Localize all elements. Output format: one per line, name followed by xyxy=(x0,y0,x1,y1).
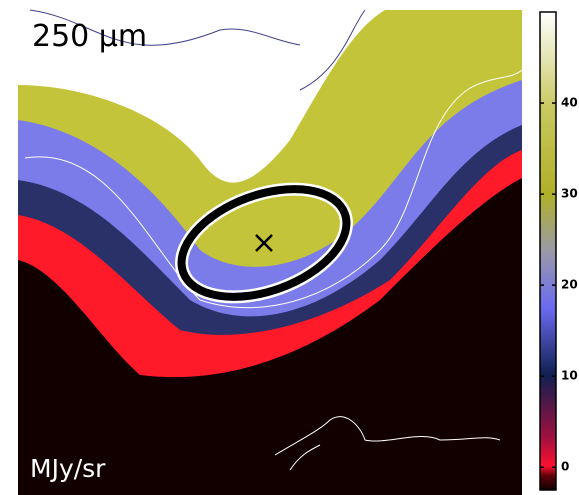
colorbar-unit: MJy/sr xyxy=(30,454,106,483)
colorbar-tick-label: 0 xyxy=(561,460,569,474)
aperture xyxy=(177,185,351,301)
colorbar-tick-label: 40 xyxy=(561,96,578,110)
source-marker xyxy=(255,234,273,252)
map xyxy=(18,8,522,495)
contour xyxy=(299,9,366,91)
contour xyxy=(274,416,501,471)
map-title: 250 μm xyxy=(32,19,147,54)
contour xyxy=(29,9,301,46)
colorbar xyxy=(539,11,557,491)
map-band-black xyxy=(18,178,522,495)
colorbar-tick-label: 20 xyxy=(561,278,578,292)
colorbar-tick-label: 10 xyxy=(561,369,578,383)
contour xyxy=(24,69,522,309)
colorbar-tick-label: 30 xyxy=(561,187,578,201)
